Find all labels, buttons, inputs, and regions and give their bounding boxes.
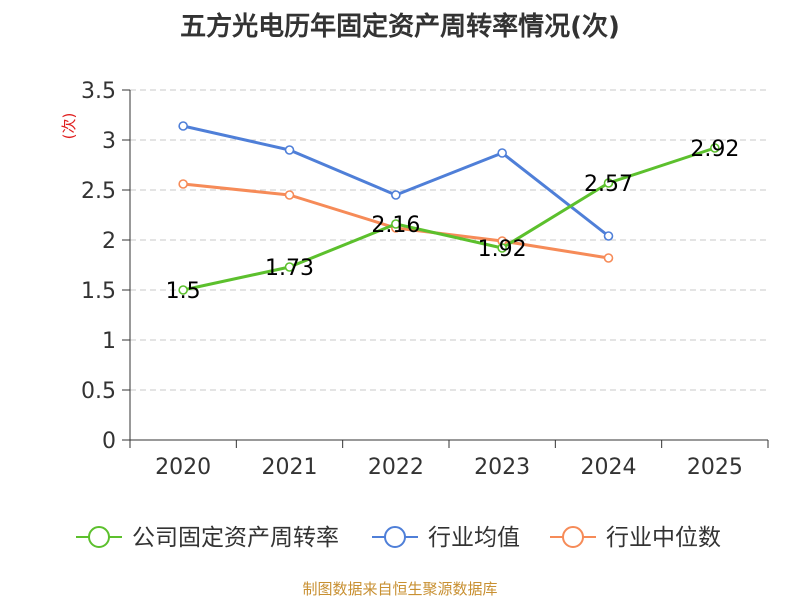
data-point xyxy=(603,253,614,263)
data-label: 2.92 xyxy=(690,137,739,162)
data-point xyxy=(391,190,401,200)
y-tick-label: 1.5 xyxy=(81,279,116,304)
legend-swatch-marker xyxy=(562,526,584,548)
data-label: 1.5 xyxy=(166,279,201,304)
data-point xyxy=(284,262,295,272)
y-tick-label: 0 xyxy=(102,429,116,454)
x-tick-label: 2024 xyxy=(581,455,637,480)
y-tick-label: 3.5 xyxy=(81,79,116,104)
data-point xyxy=(284,145,295,155)
series-line xyxy=(182,146,716,292)
y-tick-label: 1 xyxy=(102,329,116,354)
data-label: 2.16 xyxy=(371,213,420,238)
x-tick-label: 2023 xyxy=(474,455,530,480)
chart-title: 五方光电历年固定资产周转率情况(次) xyxy=(180,12,620,42)
y-tick-label: 0.5 xyxy=(81,379,116,404)
legend-label: 行业中位数 xyxy=(606,525,721,551)
data-point xyxy=(603,231,614,241)
x-tick-label: 2022 xyxy=(368,455,424,480)
source-note: 制图数据来自恒生聚源数据库 xyxy=(302,580,498,598)
data-point xyxy=(710,143,720,153)
data-point xyxy=(497,243,507,253)
data-point xyxy=(178,179,188,189)
y-tick-label: 2 xyxy=(102,229,116,254)
y-tick-label: 3 xyxy=(102,129,116,154)
x-tick-label: 2025 xyxy=(687,455,743,480)
data-label: 1.92 xyxy=(478,237,527,262)
data-point xyxy=(178,285,188,295)
data-point xyxy=(178,121,188,131)
x-tick-label: 2021 xyxy=(262,455,318,480)
legend-swatch-marker xyxy=(88,526,110,548)
y-axis-unit: (次) xyxy=(60,113,78,140)
legend-label: 行业均值 xyxy=(428,525,520,551)
y-tick-label: 2.5 xyxy=(81,179,116,204)
data-point xyxy=(284,190,295,200)
data-point xyxy=(603,178,614,188)
data-point xyxy=(497,148,507,158)
data-label: 1.73 xyxy=(265,256,314,281)
legend-label: 公司固定资产周转率 xyxy=(132,525,339,551)
legend-swatch-marker xyxy=(384,526,406,548)
x-tick-label: 2020 xyxy=(155,455,211,480)
data-point xyxy=(391,219,401,229)
data-label: 2.57 xyxy=(584,172,633,197)
